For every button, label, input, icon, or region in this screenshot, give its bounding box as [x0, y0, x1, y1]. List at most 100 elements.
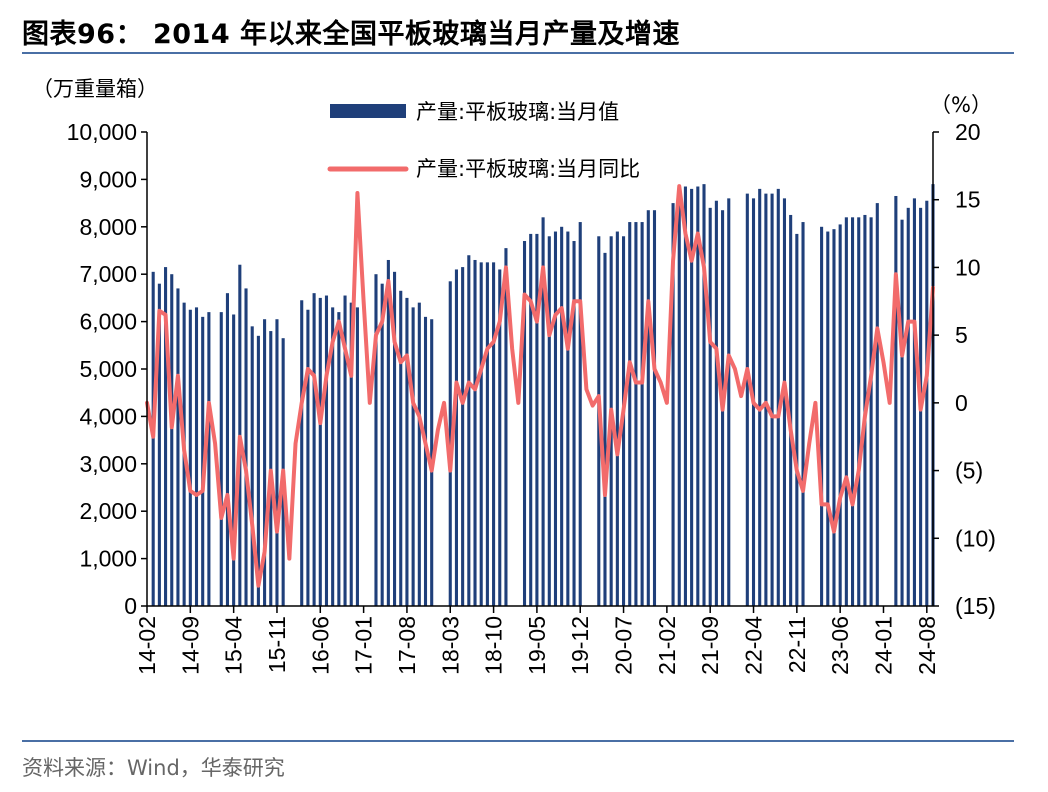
bar [393, 271, 397, 606]
bar [708, 207, 712, 606]
footer-divider [22, 740, 1014, 742]
bar [263, 319, 267, 606]
bar [170, 274, 174, 606]
bar [566, 231, 570, 607]
bar [770, 193, 774, 606]
x-tick-label: 14-09 [177, 616, 203, 675]
bar [652, 210, 657, 606]
x-tick-label: 18-03 [437, 616, 463, 675]
left-tick-label: 3,000 [79, 451, 137, 477]
x-tick-label: 18-10 [481, 616, 507, 675]
x-tick-label: 19-05 [524, 616, 550, 675]
bar [306, 309, 310, 606]
bar [634, 222, 638, 606]
left-tick-label: 6,000 [79, 309, 137, 335]
bar [355, 307, 359, 606]
bar [324, 295, 329, 606]
title-divider [22, 52, 1014, 54]
bar [832, 229, 836, 607]
bar [857, 217, 861, 606]
bar [900, 219, 904, 606]
x-tick-label: 22-04 [741, 616, 767, 675]
bar [244, 288, 248, 606]
x-tick-label: 14-02 [134, 616, 160, 675]
bar [541, 217, 545, 606]
bar [492, 262, 496, 606]
bar [331, 307, 335, 606]
bar [925, 200, 929, 607]
bar [275, 319, 279, 606]
bar [164, 267, 168, 606]
bar [764, 193, 768, 606]
bar [399, 290, 403, 606]
bar [727, 198, 731, 607]
bar [745, 193, 749, 606]
bar [188, 309, 192, 606]
x-tick-label: 24-01 [870, 616, 896, 675]
bar [844, 217, 848, 606]
legend-bar-swatch [330, 104, 406, 118]
x-tick-label: 21-02 [654, 616, 680, 675]
left-tick-label: 4,000 [79, 403, 137, 429]
bar [386, 259, 390, 606]
bar [485, 262, 489, 606]
tick-labels: 0 1,000 2,000 3,000 4,000 5,000 6,000 7,000 8,00… [67, 119, 996, 675]
bar [714, 200, 718, 607]
bar [498, 269, 502, 606]
legend: 产量:平板玻璃:当月值 产量:平板玻璃:当月同比 [327, 100, 640, 181]
bar [603, 252, 607, 606]
right-tick-label: (15) [955, 593, 996, 619]
bar [312, 293, 316, 606]
bar [875, 203, 879, 606]
bar [232, 314, 236, 606]
chart-canvas: 0 1,000 2,000 3,000 4,000 5,000 6,000 7,000 8,00… [32, 77, 996, 675]
bar [838, 224, 842, 606]
left-tick-label: 0 [124, 593, 137, 619]
bar [869, 217, 873, 606]
bar [535, 233, 539, 606]
left-axis-unit: （万重量箱） [32, 77, 158, 101]
bar [795, 233, 799, 606]
bar [529, 233, 533, 606]
source-note: 资料来源：Wind，华泰研究 [22, 756, 285, 780]
bar [702, 184, 706, 606]
bar [820, 226, 824, 607]
bar [411, 307, 415, 606]
bar [318, 297, 322, 606]
bar [219, 312, 223, 606]
bar [690, 188, 694, 606]
chart-title: 图表96： 2014 年以来全国平板玻璃当月产量及增速 [22, 19, 681, 50]
bar [696, 186, 700, 606]
bar [343, 295, 347, 606]
bar [683, 186, 687, 606]
bar [640, 222, 644, 606]
bar-series [151, 184, 935, 607]
bar [337, 312, 341, 606]
bar [894, 195, 898, 607]
bar [906, 207, 910, 606]
bar [572, 241, 576, 606]
bar [176, 288, 180, 606]
right-tick-label: 20 [955, 119, 981, 145]
left-tick-label: 2,000 [79, 498, 137, 524]
right-axis-unit: （%） [930, 93, 992, 117]
x-tick-label: 15-11 [264, 616, 290, 673]
bar [826, 231, 830, 607]
bar [615, 231, 619, 607]
bar [504, 248, 508, 606]
bar [380, 283, 384, 606]
left-tick-label: 5,000 [79, 356, 137, 382]
bar [454, 269, 458, 606]
bar [423, 316, 428, 606]
bar [677, 200, 681, 607]
left-tick-label: 1,000 [79, 546, 137, 572]
bar [560, 226, 564, 607]
left-tick-label: 10,000 [67, 119, 137, 145]
x-tick-label: 22-11 [784, 616, 810, 673]
right-tick-label: (5) [955, 458, 983, 484]
bar [225, 293, 229, 606]
bar [461, 267, 465, 606]
bar [479, 262, 483, 606]
bar [157, 283, 161, 606]
bar [151, 271, 155, 606]
